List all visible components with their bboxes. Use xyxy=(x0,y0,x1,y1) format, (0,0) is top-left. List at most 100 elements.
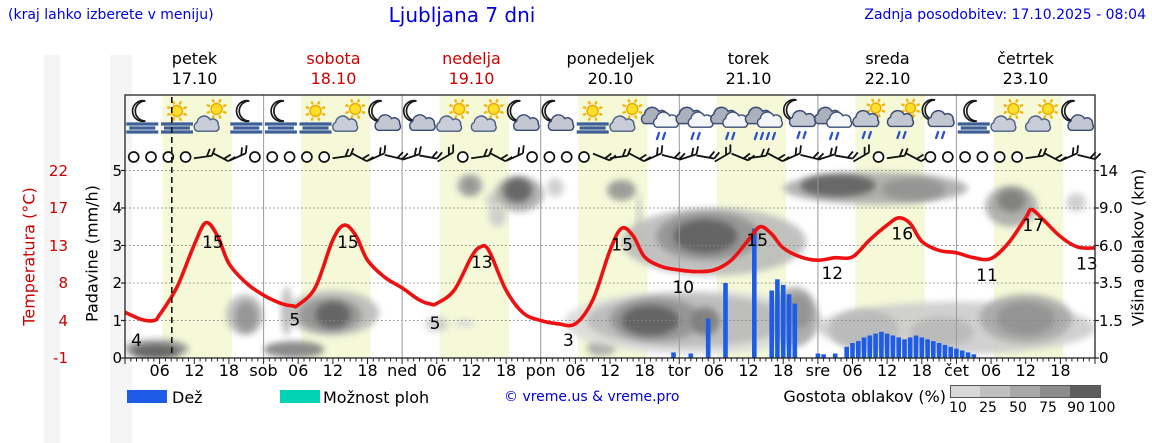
time-tick-label: 12 xyxy=(599,361,621,380)
time-tick-label: 18 xyxy=(911,361,932,380)
day-date: 17.10 xyxy=(171,69,218,88)
wind-barb-icon xyxy=(834,150,859,160)
cloud-rain-icon xyxy=(710,106,749,141)
day-name: nedelja xyxy=(442,49,501,68)
moon-fog-icon xyxy=(230,99,263,134)
svg-text:10: 10 xyxy=(672,278,694,298)
calm-wind-icon xyxy=(924,151,937,163)
last-updated: Zadnja posodobitev: 17.10.2025 - 08:04 xyxy=(864,7,1146,23)
time-tick-label: 12 xyxy=(1015,361,1036,380)
svg-text:15: 15 xyxy=(611,236,633,256)
time-tick-label: 18 xyxy=(1050,361,1071,380)
day-header-cetrtek: četrtek 23.10 xyxy=(956,49,1095,89)
day-header-torek: torek 21.10 xyxy=(679,49,818,89)
calm-wind-icon xyxy=(993,151,1006,163)
time-tick-label: 06 xyxy=(565,361,586,380)
page-title: Ljubljana 7 dni xyxy=(388,3,536,27)
day-name: sreda xyxy=(865,49,910,68)
rain-legend-label: Dež xyxy=(172,388,203,407)
wind-barb-icon xyxy=(661,151,686,161)
time-tick-label: 12 xyxy=(738,361,759,380)
temp-tick: 17 xyxy=(48,199,68,217)
time-tick-label: 06 xyxy=(842,361,863,380)
calm-wind-icon xyxy=(959,151,971,163)
precip-tick: 3 xyxy=(112,236,122,255)
sun-cloud-icon xyxy=(436,98,470,132)
sun-cloud-icon xyxy=(332,98,366,132)
calm-wind-icon xyxy=(976,151,989,163)
svg-text:13: 13 xyxy=(471,253,493,273)
day-date: 20.10 xyxy=(587,69,634,88)
colorbar-segment xyxy=(950,385,980,398)
colorbar-tick-label: 100 xyxy=(1088,400,1116,416)
sun-cloud-icon xyxy=(990,98,1024,132)
calm-wind-icon xyxy=(578,151,590,163)
time-tick-label: 12 xyxy=(184,361,205,380)
colorbar-tick-label: 75 xyxy=(1039,400,1057,416)
colorbar-segment xyxy=(1010,385,1040,398)
calm-wind-icon xyxy=(872,151,885,163)
moon-cloud-icon xyxy=(402,99,436,132)
calm-wind-icon xyxy=(127,151,140,163)
calm-wind-icon xyxy=(941,151,954,163)
wind-barb-icon xyxy=(401,146,422,161)
sun-fog-icon xyxy=(299,100,332,134)
day-name: četrtek xyxy=(997,49,1054,68)
wind-barb-icon xyxy=(800,151,825,161)
calm-wind-icon xyxy=(1011,151,1023,163)
wind-barb-icon xyxy=(384,151,409,161)
credit-link[interactable]: © vreme.us & vreme.pro xyxy=(504,389,680,405)
day-date: 18.10 xyxy=(310,69,357,88)
wind-barb-icon xyxy=(817,146,838,161)
wind-barb-icon xyxy=(644,145,664,162)
showers-legend-swatch xyxy=(280,390,320,403)
calm-wind-icon xyxy=(179,151,192,163)
time-tick-label: 06 xyxy=(149,361,170,380)
svg-text:17: 17 xyxy=(1022,216,1044,236)
cloud-tick: 3.5 xyxy=(1099,274,1123,292)
time-tick-label: 18 xyxy=(773,361,794,380)
svg-text:5: 5 xyxy=(430,314,441,334)
precip-tick: 4 xyxy=(112,199,122,217)
calm-wind-icon xyxy=(560,151,573,163)
moon-cloud-icon xyxy=(541,99,575,132)
location-hint: (kraj lahko izberete v meniju) xyxy=(8,7,214,23)
svg-text:15: 15 xyxy=(202,233,224,253)
day-header-ponedeljek: ponedeljek 20.10 xyxy=(541,49,680,89)
day-name: ponedeljek xyxy=(566,49,655,68)
precip-tick: 1 xyxy=(112,311,122,330)
wind-barb-icon xyxy=(1060,145,1079,162)
svg-text:13: 13 xyxy=(1076,254,1098,274)
day-header-nedelja: nedelja 19.10 xyxy=(402,49,541,89)
day-header-sobota: sobota 18.10 xyxy=(264,49,403,89)
wind-barb-icon xyxy=(714,144,732,163)
wind-barb-icon xyxy=(332,147,355,160)
cloud-rain-icon xyxy=(640,106,680,141)
day-header-sreda: sreda 22.10 xyxy=(818,49,957,89)
temp-tick: 4 xyxy=(58,311,68,330)
wind-barb-icon xyxy=(748,147,770,160)
day-abbrev-label: ned xyxy=(387,361,418,380)
wind-barb-icon xyxy=(193,147,216,160)
time-tick-label: 18 xyxy=(218,361,240,380)
time-tick-label: 12 xyxy=(876,361,898,380)
wind-barb-icon xyxy=(1077,151,1102,161)
calm-wind-icon xyxy=(301,151,313,163)
day-name: petek xyxy=(171,49,218,68)
calm-wind-icon xyxy=(543,151,556,163)
rain-legend-swatch xyxy=(127,390,167,403)
background-strip xyxy=(44,55,60,443)
svg-text:5: 5 xyxy=(289,311,300,331)
sun-cloud-icon xyxy=(609,98,643,132)
temp-tick: 22 xyxy=(48,161,68,180)
day-name: torek xyxy=(727,49,770,68)
time-tick-label: 12 xyxy=(461,361,482,380)
wind-barb-icon xyxy=(886,147,909,160)
sun-cloud-icon xyxy=(1025,98,1059,132)
calm-wind-icon xyxy=(145,151,157,163)
showers-legend-label: Možnost ploh xyxy=(323,388,430,407)
moon-fog-icon xyxy=(957,99,990,134)
moon-cloud-icon xyxy=(506,99,540,132)
moon-cloud-icon xyxy=(1061,99,1095,132)
